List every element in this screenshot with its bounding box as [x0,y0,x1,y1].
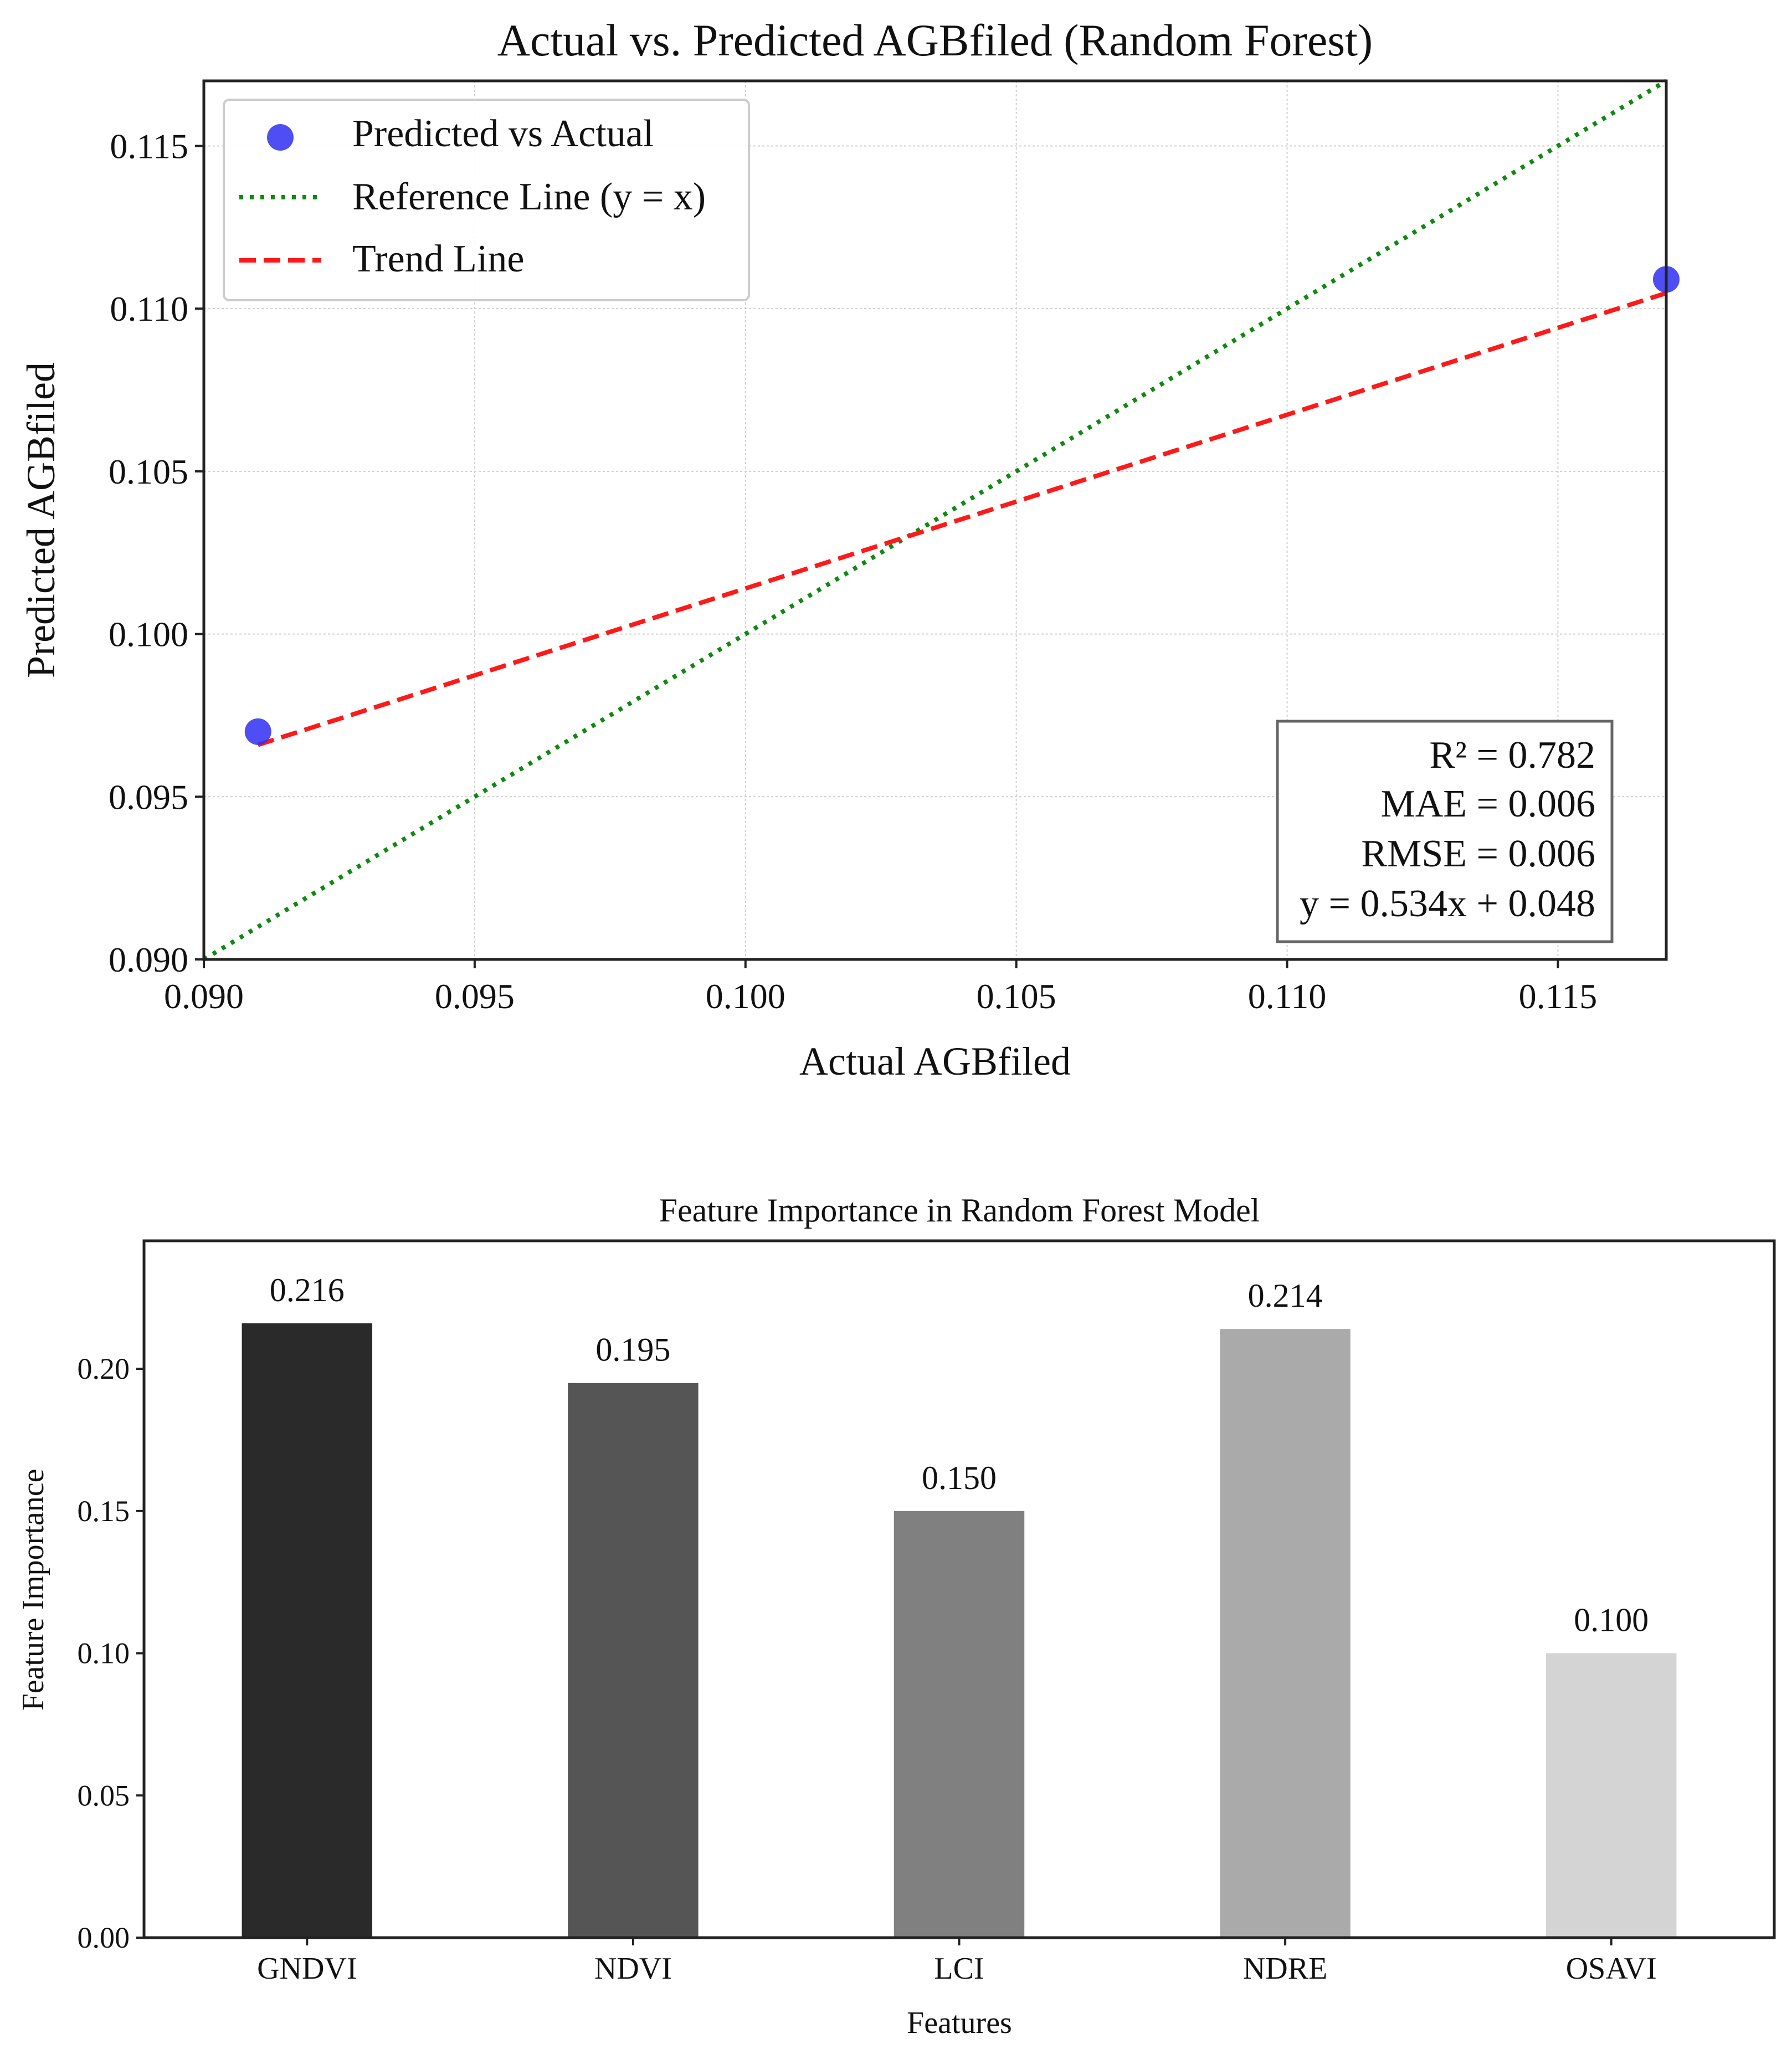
bar-x-tick-label: GNDVI [257,1952,357,1986]
bar-y-axis-label: Feature Importance [16,1469,50,1711]
bar-y-tick-label: 0.20 [78,1352,130,1385]
legend-label-points: Predicted vs Actual [352,112,654,155]
scatter-x-tick-label: 0.100 [706,977,785,1016]
stat-rmse: RMSE = 0.006 [1361,833,1595,875]
scatter-y-tick-label: 0.100 [109,615,188,654]
scatter-x-tick-label: 0.095 [435,977,515,1016]
scatter-x-tick-label: 0.105 [977,977,1056,1016]
bar-value-label: 0.195 [595,1332,670,1368]
bar-y-tick-label: 0.15 [78,1495,130,1528]
bar-y-tick-label: 0.10 [78,1637,130,1670]
legend-point-marker [267,124,294,151]
scatter-x-tick-label: 0.115 [1519,977,1598,1016]
bar-value-label: 0.216 [270,1272,345,1308]
bar-gndvi [242,1323,373,1938]
data-point [244,718,271,745]
bar-osavi [1545,1653,1677,1938]
bar-value-labels: 0.216 0.195 0.150 0.214 0.100 [270,1272,1649,1639]
bar-value-label: 0.214 [1248,1277,1323,1314]
scatter-lines [202,79,1668,962]
scatter-points [244,266,1680,745]
legend-box [223,99,750,301]
bar-x-tick-label: OSAVI [1566,1952,1657,1986]
scatter-x-ticks: 0.090 0.095 0.100 0.105 0.110 0.115 [164,959,1597,1016]
legend-label-reference: Reference Line (y = x) [352,176,706,218]
stat-mae: MAE = 0.006 [1380,783,1595,825]
legend-label-trend: Trend Line [352,238,524,280]
bar-ndvi [568,1383,699,1938]
scatter-chart: Actual vs. Predicted AGBfiled (Random Fo… [19,15,1680,1083]
stats-box-frame [1276,720,1614,943]
bar-chart: Feature Importance in Random Forest Mode… [16,1192,1776,2040]
stat-r2: R² = 0.782 [1429,734,1595,777]
scatter-stats-box: R² = 0.782 MAE = 0.006 RMSE = 0.006 y = … [1276,720,1614,943]
stat-equation: y = 0.534x + 0.048 [1300,882,1595,925]
scatter-y-tick-label: 0.105 [109,452,188,491]
scatter-y-tick-label: 0.095 [109,777,188,816]
bar-title: Feature Importance in Random Forest Mode… [659,1192,1260,1229]
scatter-legend: Predicted vs Actual Reference Line (y = … [223,99,750,301]
scatter-title: Actual vs. Predicted AGBfiled (Random Fo… [497,15,1373,65]
scatter-y-tick-label: 0.110 [110,289,188,328]
scatter-y-tick-label: 0.090 [109,940,188,979]
scatter-y-ticks: 0.090 0.095 0.100 0.105 0.110 0.115 [109,126,204,979]
bar-value-label: 0.100 [1574,1602,1649,1639]
trend-line [257,291,1667,747]
bar-lci [894,1511,1025,1938]
bar-x-tick-label: LCI [934,1952,984,1986]
bar-y-tick-label: 0.00 [78,1921,130,1954]
bar-y-tick-label: 0.05 [78,1779,130,1812]
reference-line [202,79,1668,962]
bar-x-tick-label: NDRE [1243,1952,1327,1986]
bar-y-ticks: 0.00 0.05 0.10 0.15 0.20 [78,1352,144,1954]
scatter-plot-area [202,79,1668,961]
bar-series [242,1323,1677,1938]
bar-ndre [1220,1329,1351,1938]
bar-x-ticks: GNDVI NDVI LCI NDRE OSAVI [257,1938,1657,1986]
bar-x-tick-label: NDVI [594,1952,672,1986]
scatter-y-tick-label: 0.115 [110,126,188,166]
scatter-x-axis-label: Actual AGBfiled [799,1039,1071,1083]
scatter-x-tick-label: 0.110 [1248,977,1327,1016]
scatter-x-tick-label: 0.090 [164,977,244,1016]
scatter-y-axis-label: Predicted AGBfiled [19,362,63,678]
bar-value-label: 0.150 [922,1460,997,1496]
bar-x-axis-label: Features [907,2006,1012,2040]
